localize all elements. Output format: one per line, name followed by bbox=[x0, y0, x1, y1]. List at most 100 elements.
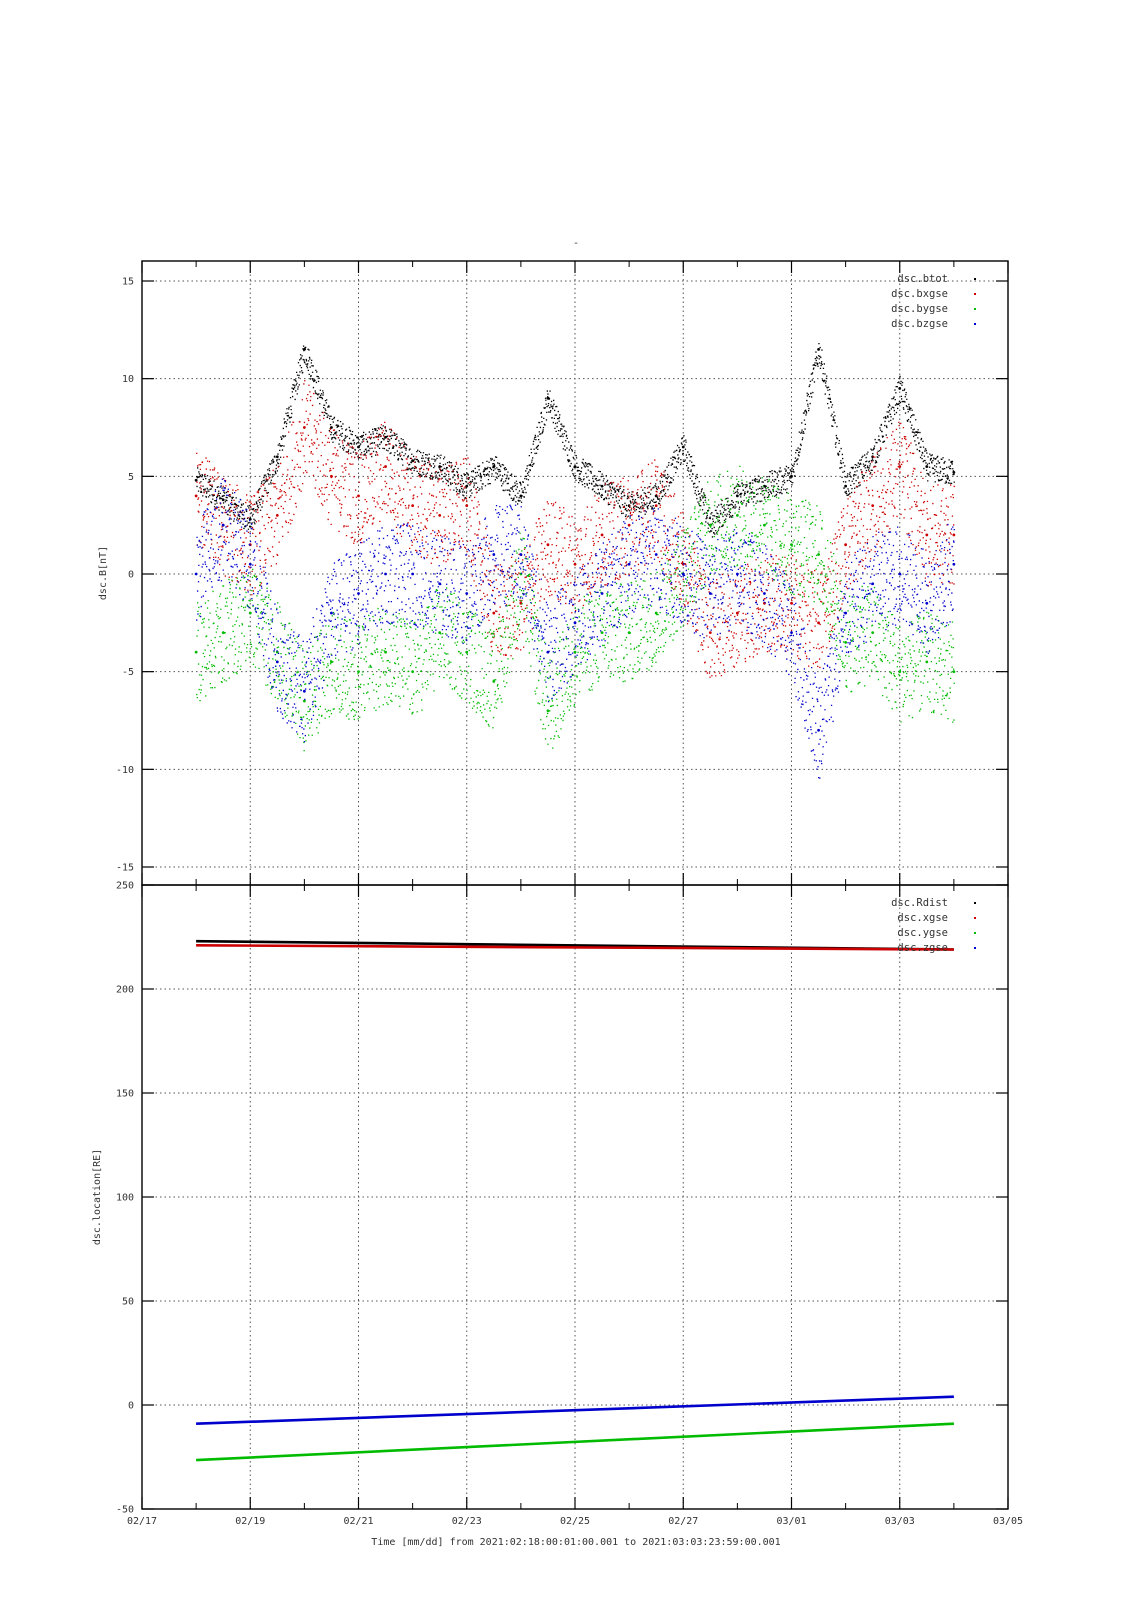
data-point bbox=[411, 572, 415, 576]
data-point bbox=[330, 474, 333, 478]
data-point bbox=[357, 494, 360, 498]
data-point bbox=[275, 455, 279, 459]
series-dsc-bxgse bbox=[194, 380, 956, 678]
data-point bbox=[465, 504, 469, 508]
data-point bbox=[600, 533, 604, 537]
y-tick-label: -5 bbox=[122, 667, 134, 678]
data-point bbox=[275, 514, 279, 517]
data-point bbox=[898, 387, 902, 390]
data-point bbox=[708, 523, 712, 527]
data-point bbox=[871, 631, 875, 634]
y-tick-label: 15 bbox=[122, 277, 134, 288]
y-tick-label: 10 bbox=[122, 374, 134, 385]
x-tick-label: 02/19 bbox=[235, 1516, 265, 1527]
data-point bbox=[844, 611, 848, 615]
data-point bbox=[708, 592, 712, 595]
data-point bbox=[627, 523, 631, 527]
data-point bbox=[790, 631, 793, 634]
legend-label: dsc.xgse bbox=[897, 912, 948, 924]
data-point bbox=[952, 670, 956, 674]
data-point bbox=[275, 660, 279, 664]
data-point bbox=[302, 699, 306, 703]
data-point bbox=[790, 543, 793, 547]
data-point bbox=[844, 484, 848, 488]
data-point bbox=[492, 680, 496, 683]
data-point bbox=[627, 562, 631, 566]
data-point bbox=[898, 465, 902, 468]
legend-swatch bbox=[974, 902, 976, 904]
y-axis-label: dsc.B[nT] bbox=[98, 546, 109, 600]
data-point bbox=[546, 709, 550, 713]
data-point bbox=[194, 478, 198, 482]
legend-swatch bbox=[974, 947, 976, 949]
data-point bbox=[248, 562, 252, 566]
magnetic-field-panel: 15 10 5 0 -5 -10 -15 dsc.B[nT] dsc.btot dsc.bxgse… bbox=[98, 260, 1009, 886]
data-point bbox=[519, 553, 523, 556]
legend-label: dsc.bygse bbox=[891, 303, 948, 315]
data-point bbox=[465, 484, 469, 488]
y-tick-label: 50 bbox=[122, 1297, 134, 1308]
x-axis-label: Time [mm/dd] from 2021:02:18:00:01:00.00… bbox=[371, 1537, 780, 1548]
data-point bbox=[708, 631, 712, 634]
data-point bbox=[221, 498, 225, 502]
legend-swatch bbox=[974, 323, 976, 325]
series-dsc-zgse bbox=[196, 1395, 954, 1425]
data-point bbox=[681, 572, 685, 576]
data-point bbox=[817, 728, 820, 732]
data-point bbox=[357, 592, 360, 595]
data-point bbox=[573, 562, 577, 566]
scatter-cloud bbox=[196, 478, 955, 779]
legend-swatch bbox=[974, 308, 976, 310]
y-tick-label: 100 bbox=[116, 1193, 134, 1204]
data-point bbox=[492, 553, 496, 556]
data-point bbox=[871, 455, 875, 459]
series-dsc-ygse bbox=[196, 1422, 954, 1462]
data-point bbox=[357, 445, 360, 449]
x-tick-label: 03/03 bbox=[885, 1516, 915, 1527]
data-point bbox=[925, 660, 929, 664]
y-tick-label: 5 bbox=[128, 472, 134, 483]
legend-swatch bbox=[974, 278, 976, 280]
data-point bbox=[844, 640, 848, 644]
data-point bbox=[438, 514, 442, 517]
x-tick-label: 02/27 bbox=[668, 1516, 698, 1527]
scatter-cloud bbox=[196, 465, 955, 752]
data-point bbox=[925, 465, 929, 468]
data-point bbox=[735, 611, 739, 615]
data-point bbox=[600, 484, 604, 488]
y-tick-label: 200 bbox=[116, 985, 134, 996]
legend-label: dsc.ygse bbox=[897, 927, 948, 939]
data-point bbox=[194, 572, 198, 576]
legend-label: dsc.zgse bbox=[897, 942, 948, 954]
data-point bbox=[194, 650, 198, 654]
y-tick-label: 150 bbox=[116, 1089, 134, 1100]
x-tick-label: 03/05 bbox=[993, 1516, 1023, 1527]
data-point bbox=[844, 543, 848, 547]
data-point bbox=[519, 494, 523, 498]
data-point bbox=[573, 621, 577, 625]
data-point bbox=[952, 562, 956, 566]
x-tick-label: 02/25 bbox=[560, 1516, 590, 1527]
y-tick-label: -10 bbox=[116, 765, 134, 776]
legend-swatch bbox=[974, 293, 976, 295]
data-point bbox=[735, 572, 739, 576]
legend-label: dsc.bxgse bbox=[891, 288, 948, 300]
data-point bbox=[898, 670, 902, 674]
data-point bbox=[546, 543, 550, 547]
scatter-cloud bbox=[196, 343, 955, 538]
data-point bbox=[763, 592, 766, 595]
series-line bbox=[196, 1395, 954, 1425]
data-point bbox=[465, 650, 469, 654]
x-tick-label: 02/23 bbox=[452, 1516, 482, 1527]
data-point bbox=[384, 572, 387, 576]
y-tick-label: 0 bbox=[128, 570, 134, 581]
data-point bbox=[465, 592, 469, 595]
series-line bbox=[196, 1422, 954, 1462]
data-point bbox=[384, 465, 387, 468]
data-point bbox=[952, 533, 956, 537]
legend-label: dsc.Rdist bbox=[891, 897, 948, 909]
legend-label: dsc.bzgse bbox=[891, 318, 948, 330]
data-point bbox=[384, 650, 387, 654]
